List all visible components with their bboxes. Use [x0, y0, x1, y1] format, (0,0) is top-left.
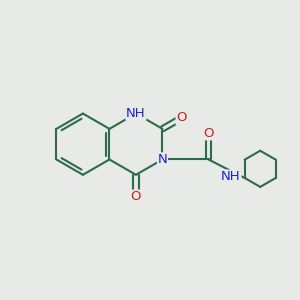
Text: O: O [131, 190, 141, 203]
Text: O: O [176, 111, 187, 124]
Text: N: N [158, 153, 167, 166]
Text: O: O [203, 127, 214, 140]
Text: NH: NH [221, 170, 241, 183]
Text: NH: NH [126, 107, 146, 120]
